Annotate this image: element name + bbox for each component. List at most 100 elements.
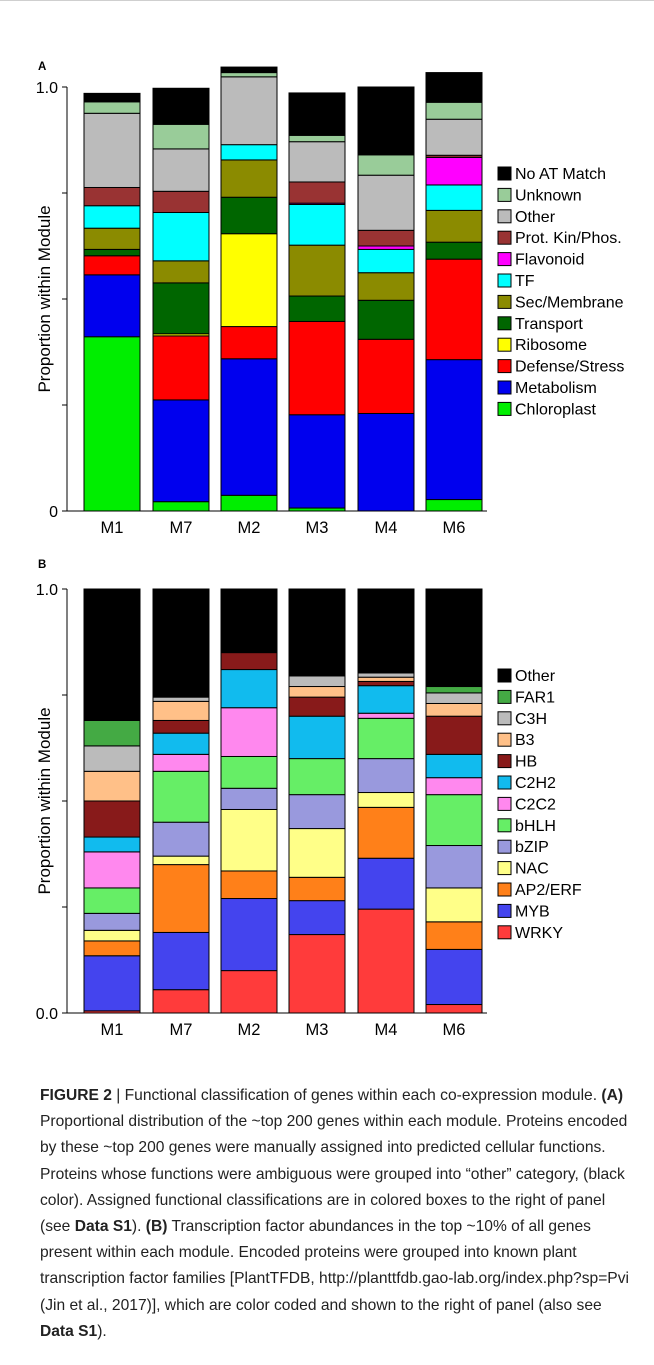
legend-label-far1: FAR1	[515, 689, 555, 706]
legend-swatch-c3h	[497, 711, 512, 726]
legend-swatch-myb	[497, 903, 512, 918]
x-tick-label: M2	[238, 1021, 261, 1039]
legend-swatch-chloroplast	[497, 401, 512, 416]
bar-segment-hb-m3	[288, 696, 346, 717]
bar-segment-sec-membrane-m2	[220, 159, 278, 198]
bar-segment-bhlh-m4	[357, 717, 415, 760]
bar-segment-myb-m3	[288, 900, 346, 936]
bar-segment-c2h2-m3	[288, 715, 346, 760]
bar-segment-c2c2-m1	[83, 851, 141, 889]
bar-segment-other-m1	[83, 588, 141, 721]
x-tick-label: M1	[101, 519, 124, 537]
bar-segment-unknown-m6	[425, 101, 483, 120]
bar-segment-metabolism-m1	[83, 274, 141, 338]
bar-segment-bzip-m4	[357, 758, 415, 794]
caption-data-ref-a: Data S1	[74, 1218, 132, 1236]
bar-segment-no-at-match-m1	[83, 92, 141, 103]
legend-label-nac: NAC	[515, 861, 549, 878]
bar-segment-wrky-m4	[357, 908, 415, 1014]
caption-part-b-end: ).	[97, 1322, 107, 1340]
bar-segment-ap2-erf-m4	[357, 806, 415, 859]
bar-segment-myb-m6	[425, 948, 483, 1006]
bar-segment-bzip-m2	[220, 787, 278, 810]
legend-label-c2h2: C2H2	[515, 775, 556, 792]
bar-segment-transport-m1	[83, 248, 141, 257]
bar-segment-wrky-m7	[152, 989, 210, 1014]
bar-segment-b3-m4	[357, 676, 415, 682]
legend-label-metabolism: Metabolism	[515, 380, 597, 397]
x-tick-label: M1	[101, 1021, 124, 1039]
legend-swatch-bhlh	[497, 818, 512, 833]
bar-segment-defense-stress-m7	[152, 335, 210, 401]
legend-label-other: Other	[515, 668, 556, 685]
legend-swatch-unknown	[497, 187, 512, 202]
bar-segment-myb-m2	[220, 898, 278, 972]
bar-segment-tf-m7	[152, 212, 210, 262]
panel-b-chart: B 0.0 1.0 Proportion within Module M1 M7 M2 M3 M…	[35, 559, 582, 1039]
y-axis-label: Proportion within Module	[35, 707, 54, 894]
figure-label: FIGURE 2	[40, 1087, 112, 1104]
bar-segment-other-m6	[425, 118, 483, 156]
legend-swatch-c2h2	[497, 775, 512, 790]
bar-segment-hb-m6	[425, 715, 483, 755]
bar-segment-bhlh-m3	[288, 758, 346, 796]
bar-segment-b3-m6	[425, 702, 483, 717]
legend-label-wrky: WRKY	[515, 925, 563, 942]
legend-swatch-bzip	[497, 839, 512, 854]
bar-segment-tf-m2	[220, 144, 278, 161]
bar-segment-metabolism-m6	[425, 359, 483, 501]
bar-segment-c2h2-m2	[220, 669, 278, 709]
legend-label-no-at-match: No AT Match	[515, 166, 606, 183]
bar-segment-tf-m1	[83, 205, 141, 229]
bar-segment-hb-m2	[220, 652, 278, 671]
bar-segment-other-m2	[220, 76, 278, 146]
caption-intro: Functional classification of genes withi…	[124, 1087, 598, 1104]
caption-part-a-text: Proportional distribution of the ~top 20…	[40, 1113, 628, 1236]
legend-swatch-flavonoid	[497, 252, 512, 267]
legend-label-sec-membrane: Sec/Membrane	[515, 294, 624, 311]
y-tick-label: 1.0	[36, 582, 58, 599]
legend-swatch-c2c2	[497, 796, 512, 811]
bar-segment-tf-m6	[425, 184, 483, 211]
bar-segment-nac-m6	[425, 887, 483, 923]
bar-segment-bhlh-m1	[83, 887, 141, 914]
caption-part-b-label: (B)	[145, 1218, 168, 1236]
bar-segment-defense-stress-m6	[425, 258, 483, 361]
bar-segment-other-m1	[83, 112, 141, 188]
x-tick-label: M6	[443, 519, 466, 537]
y-axis-label: Proportion within Module	[35, 205, 54, 392]
y-tick-label: 1.0	[36, 80, 58, 97]
bar-segment-flavonoid-m6	[425, 156, 483, 186]
bar-segment-transport-m6	[425, 241, 483, 260]
legend-label-b3: B3	[515, 732, 535, 749]
bar-segment-no-at-match-m2	[220, 66, 278, 74]
legend-label-unknown: Unknown	[515, 187, 582, 204]
panel-label: B	[38, 559, 46, 571]
bar-segment-unknown-m4	[357, 154, 415, 176]
bar-segment-other-m7	[152, 588, 210, 698]
bar-segment-flavonoid-m4	[357, 245, 415, 250]
legend-swatch-other	[497, 209, 512, 224]
bar-segment-no-at-match-m7	[152, 87, 210, 125]
legend-swatch-tf	[497, 273, 512, 288]
legend-label-flavonoid: Flavonoid	[515, 252, 584, 269]
bar-segment-ap2-erf-m6	[425, 921, 483, 950]
bar-segment-far1-m6	[425, 686, 483, 694]
bar-segment-bzip-m7	[152, 821, 210, 857]
bar-segment-transport-m2	[220, 196, 278, 235]
bar-segment-other-m3	[288, 141, 346, 183]
bar-segment-b3-m7	[152, 700, 210, 721]
caption-part-a-end: ).	[131, 1218, 142, 1236]
legend-label-bzip: bZIP	[515, 839, 549, 856]
legend-swatch-transport	[497, 316, 512, 331]
bar-segment-metabolism-m7	[152, 399, 210, 503]
panel-label: A	[38, 61, 46, 73]
bar-segment-bzip-m6	[425, 845, 483, 889]
bar-segment-transport-m7	[152, 282, 210, 335]
bar-segment-other-m4	[357, 174, 415, 231]
bar-segment-c3h-m1	[83, 745, 141, 772]
legend-swatch-sec-membrane	[497, 294, 512, 309]
legend-label-c3h: C3H	[515, 711, 547, 728]
bar-segment-prot-kin-phos-m7	[152, 190, 210, 214]
bar-segment-chloroplast-m7	[152, 501, 210, 512]
